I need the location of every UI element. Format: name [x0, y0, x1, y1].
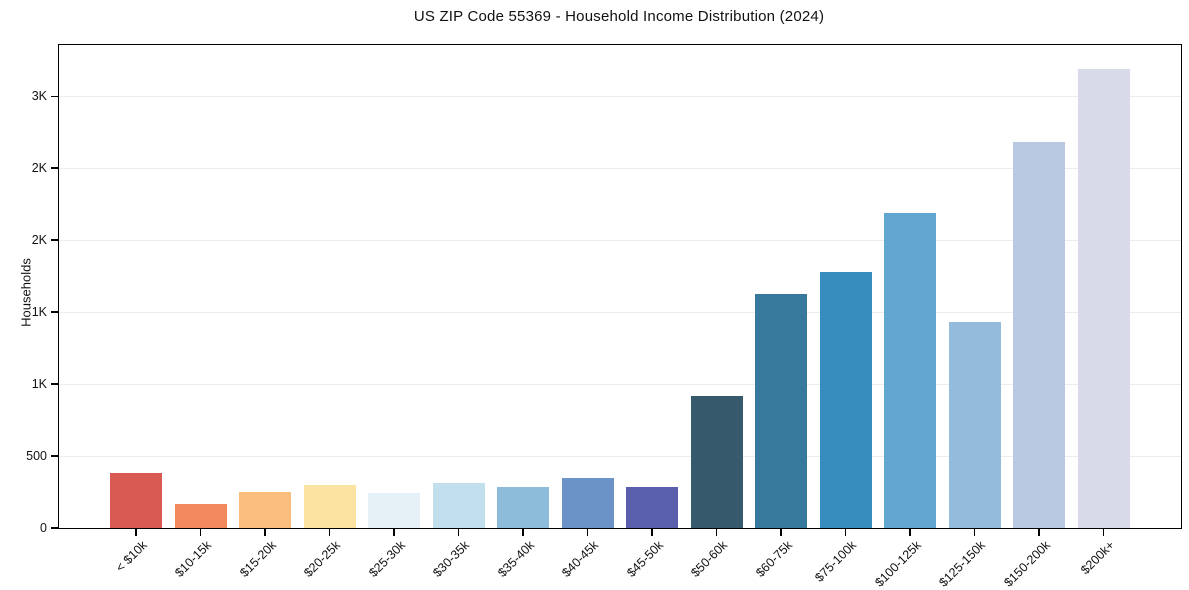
gridline: [59, 96, 1181, 98]
x-tick-label-text: $45-50k: [624, 538, 666, 580]
gridline: [59, 456, 1181, 458]
x-tick-label-text: $125-150k: [936, 538, 989, 590]
chart-title: US ZIP Code 55369 - Household Income Dis…: [413, 8, 825, 25]
y-axis-tick: [51, 95, 59, 97]
bar: [432, 482, 485, 528]
y-tick-label: 0: [40, 521, 47, 535]
plot-area: 0 500 1K 1K 2K 2K 3K < $10k $10-15k $15-20k $20-25…: [26, 44, 1182, 590]
gridline: [59, 168, 1181, 170]
bar: [1077, 68, 1130, 528]
x-axis-tick: [973, 528, 976, 536]
bar: [239, 492, 291, 528]
y-axis-tick: [51, 311, 59, 313]
y-tick-label: 1K: [31, 305, 47, 320]
y-axis-tick: [51, 455, 59, 457]
x-tick-label-text: $60-75k: [753, 538, 795, 580]
x-axis-tick: [1038, 528, 1040, 536]
x-axis-tick: [328, 528, 331, 536]
y-tick-label: 1K: [31, 377, 47, 392]
y-axis-label: Households: [18, 258, 34, 327]
y-axis-tick: [51, 527, 59, 529]
y-tick-label: 2K: [31, 161, 47, 176]
bar: [755, 294, 807, 528]
gridline: [59, 240, 1181, 242]
x-tick-label-text: $40-45k: [559, 538, 602, 580]
y-axis-tick: [51, 167, 59, 169]
bar: [626, 486, 678, 528]
bar: [690, 395, 743, 528]
x-tick-label-text: $50-60k: [688, 538, 731, 580]
bar: [497, 486, 549, 528]
bar: [110, 473, 162, 528]
bar: [368, 492, 420, 528]
x-tick-label-text: $200k+: [1078, 538, 1118, 578]
bar: [948, 322, 1001, 528]
y-axis-tick: [51, 239, 59, 241]
x-axis-tick: [199, 528, 202, 536]
y-tick-label: 500: [26, 449, 47, 464]
x-tick-label-text: $10-15k: [172, 538, 215, 580]
y-tick-label: 2K: [31, 233, 47, 248]
x-tick-label-text: $150-200k: [1001, 538, 1053, 590]
x-tick-label-text: $15-20k: [237, 538, 279, 580]
bar: [303, 484, 356, 528]
y-tick-label: 3K: [31, 89, 47, 104]
x-axis-tick: [264, 528, 266, 536]
x-tick-label-text: $100-125k: [872, 538, 924, 590]
y-axis-tick: [51, 383, 59, 385]
x-axis-tick: [715, 528, 718, 536]
x-tick-label-text: $75-100k: [812, 538, 860, 585]
x-tick-label-text: $20-25k: [301, 538, 344, 580]
x-axis-tick: [780, 528, 782, 536]
x-axis-tick: [457, 528, 460, 536]
gridline: [59, 384, 1181, 386]
bar: [1013, 142, 1065, 528]
x-axis-tick: [909, 528, 911, 536]
bar: [561, 478, 614, 528]
x-axis-tick: [651, 528, 653, 536]
x-axis-tick: [522, 528, 524, 536]
x-tick-label-text: $30-35k: [430, 538, 473, 580]
x-tick-label-text: $35-40k: [495, 538, 537, 580]
x-axis-tick: [1102, 528, 1105, 536]
bar: [884, 212, 936, 528]
x-tick-label-text: $25-30k: [366, 538, 408, 580]
x-axis-tick: [393, 528, 395, 536]
x-axis-tick: [844, 528, 847, 536]
x-axis-tick: [586, 528, 589, 536]
x-tick-label-text: < $10k: [113, 538, 150, 575]
x-axis-tick: [135, 528, 137, 536]
bar: [819, 271, 872, 528]
bar: [174, 503, 227, 528]
gridline: [59, 312, 1181, 314]
